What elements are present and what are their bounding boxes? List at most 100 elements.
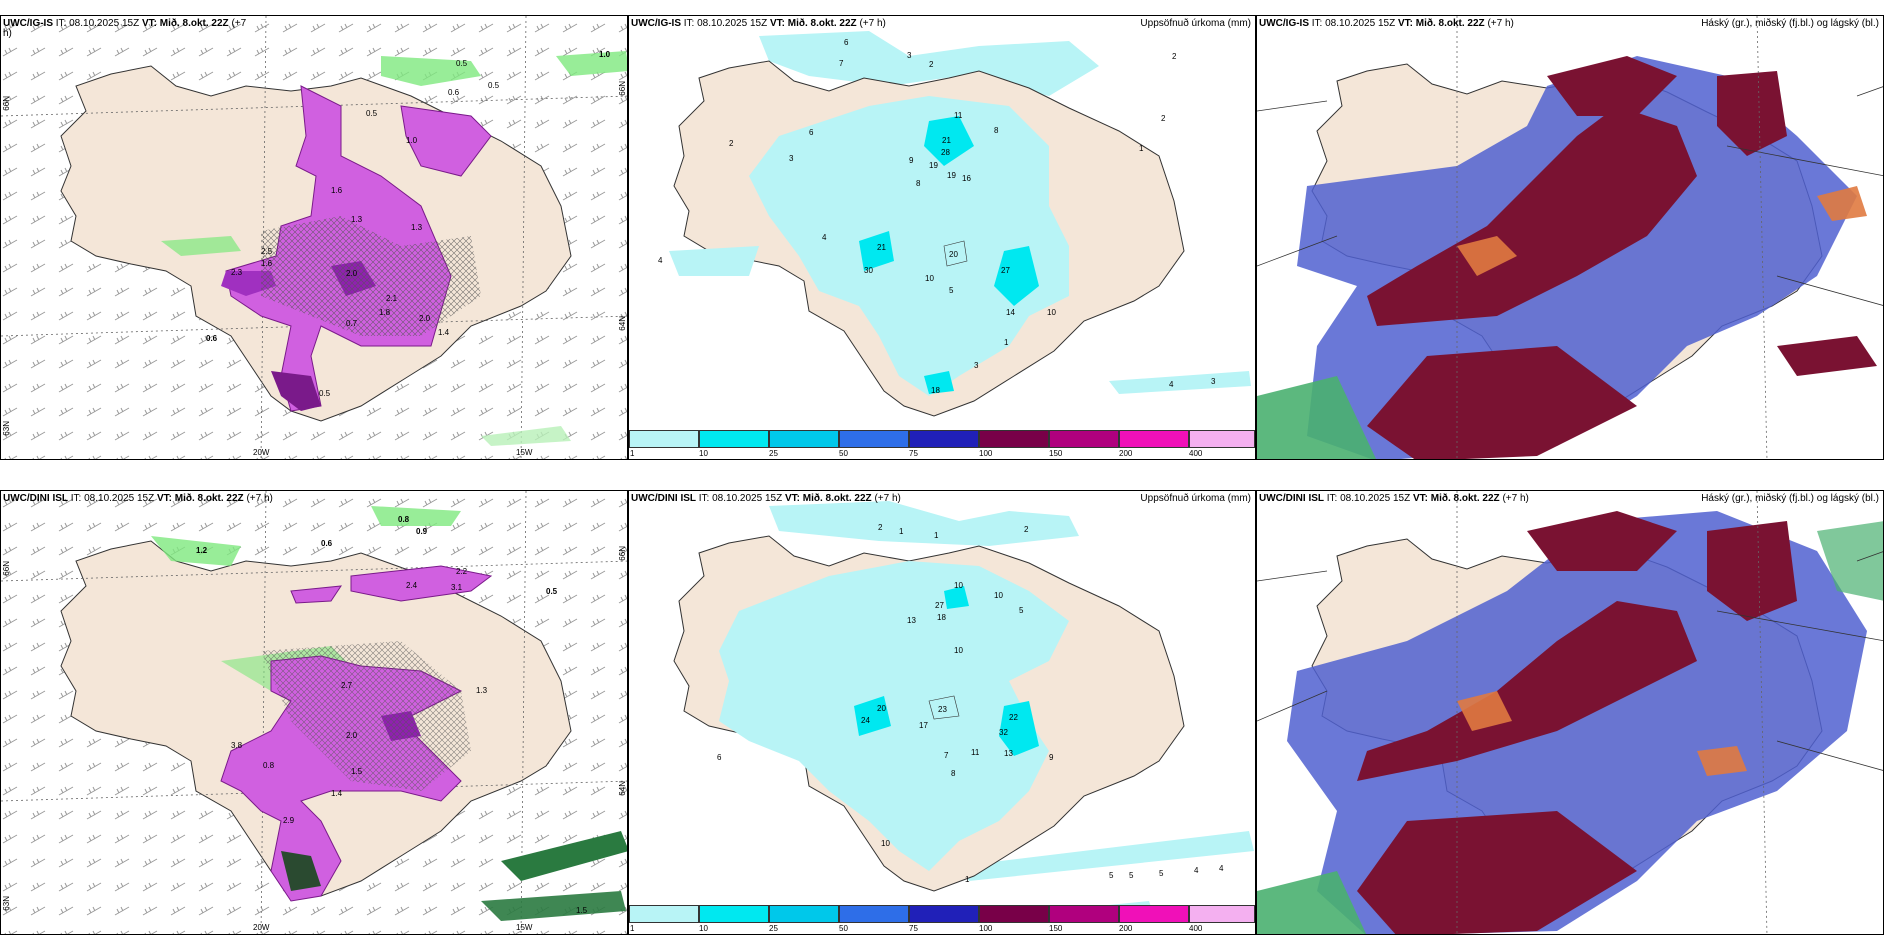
map-panel-ig-is-precip-type[interactable]: UWC/IG-IS IT: 08.10.2025 15Z VT: Mið. 8.… [0, 15, 628, 460]
value-label: 1 [934, 531, 939, 540]
map-panel-dini-cloud-cover[interactable]: UWC/DINI ISL IT: 08.10.2025 15Z VT: Mið.… [1256, 490, 1884, 935]
value-label: 5 [1109, 871, 1114, 880]
value-label: 10 [954, 581, 963, 590]
value-label: 6 [809, 128, 814, 137]
value-label: 1.6 [261, 259, 273, 268]
value-label: 2.3 [231, 268, 243, 277]
value-label: 2.2 [456, 567, 468, 576]
value-label: 28 [941, 148, 950, 157]
legend-swatch [629, 430, 699, 448]
map-graphic [629, 491, 1255, 934]
panel-variable-label: Háský (gr.), miðský (fj.bl.) og lágský (… [1701, 18, 1879, 29]
value-label: 2 [1024, 525, 1029, 534]
value-label: 2 [929, 60, 934, 69]
legend-tick: 10 [699, 924, 708, 933]
value-label: 0.5 [366, 109, 378, 118]
value-label: 30 [864, 266, 873, 275]
value-label: 18 [937, 613, 946, 622]
panel-title: UWC/IG-IS IT: 08.10.2025 15Z VT: Mið. 8.… [1259, 18, 1514, 29]
panel-title: UWC/IG-IS IT: 08.10.2025 15Z VT: Mið. 8.… [3, 18, 247, 29]
value-label: 16 [962, 174, 971, 183]
value-label: 1.8 [379, 308, 391, 317]
legend-swatch [839, 905, 909, 923]
legend-tick: 75 [909, 449, 918, 458]
lon-label-20w: 20W [253, 923, 270, 932]
value-label: 13 [907, 616, 916, 625]
value-label: 13 [1004, 749, 1013, 758]
value-label: 8 [994, 126, 999, 135]
lat-label-63n: 63N [2, 896, 11, 911]
map-panel-ig-is-accum-precip[interactable]: UWC/IG-IS IT: 08.10.2025 15Z VT: Mið. 8.… [628, 15, 1256, 460]
lat-label-64n: 64N [618, 781, 627, 796]
legend-swatch [979, 430, 1049, 448]
value-label: 0.8 [398, 515, 410, 524]
value-label: 2.7 [341, 681, 353, 690]
panel-title: UWC/DINI ISL IT: 08.10.2025 15Z VT: Mið.… [3, 493, 273, 504]
value-label: 0.6 [206, 334, 218, 343]
lon-label-15w: 15W [516, 448, 533, 457]
value-label: 22 [1009, 713, 1018, 722]
lat-label-66n-right: 66N [618, 546, 627, 561]
lon-label-20w: 20W [253, 448, 270, 457]
value-label: 3 [974, 361, 979, 370]
map-graphic [1257, 491, 1883, 934]
value-label: 9 [1049, 753, 1054, 762]
value-label: 19 [947, 171, 956, 180]
panel-variable-label: Uppsöfnuð úrkoma (mm) [1140, 18, 1251, 29]
value-label: 10 [954, 646, 963, 655]
lat-label-64n: 64N [618, 316, 627, 331]
legend-tick: 400 [1189, 924, 1203, 933]
value-label: 2.5 [261, 247, 273, 256]
legend-swatch [629, 905, 699, 923]
value-label: 21 [942, 136, 951, 145]
legend-swatch [699, 430, 769, 448]
legend-tick: 50 [839, 924, 848, 933]
legend-tick: 200 [1119, 924, 1133, 933]
map-panel-ig-is-cloud-cover[interactable]: UWC/IG-IS IT: 08.10.2025 15Z VT: Mið. 8.… [1256, 15, 1884, 460]
panel-title-lead-wrap: h) [3, 28, 12, 39]
value-label: 0.9 [416, 527, 428, 536]
value-label: 5 [949, 286, 954, 295]
lat-label-66n-right: 66N [618, 81, 627, 96]
legend-swatch [979, 905, 1049, 923]
value-label: 4 [1169, 380, 1174, 389]
panel-title: UWC/IG-IS IT: 08.10.2025 15Z VT: Mið. 8.… [631, 18, 886, 29]
legend-swatch [1189, 430, 1255, 448]
map-graphic [629, 16, 1255, 459]
value-label: 3 [789, 154, 794, 163]
map-graphic [1, 491, 627, 934]
value-label: 27 [1001, 266, 1010, 275]
value-label: 10 [925, 274, 934, 283]
value-label: 18 [931, 386, 940, 395]
value-label: 10 [881, 839, 890, 848]
value-label: 2.1 [386, 294, 398, 303]
value-label: 10 [994, 591, 1003, 600]
value-label: 4 [1194, 866, 1199, 875]
value-label: 2.0 [419, 314, 431, 323]
map-graphic [1257, 16, 1883, 459]
value-label: 4 [1219, 864, 1224, 873]
map-panel-dini-accum-precip[interactable]: UWC/DINI ISL IT: 08.10.2025 15Z VT: Mið.… [628, 490, 1256, 935]
lat-label-66n: 66N [2, 561, 11, 576]
legend-tick: 75 [909, 924, 918, 933]
legend-swatch [1049, 430, 1119, 448]
value-label: 0.5 [456, 59, 468, 68]
value-label: 1.3 [476, 686, 488, 695]
map-panel-dini-precip-type[interactable]: UWC/DINI ISL IT: 08.10.2025 15Z VT: Mið.… [0, 490, 628, 935]
value-label: 1 [1139, 144, 1144, 153]
value-label: 3 [907, 51, 912, 60]
value-label: 4 [658, 256, 663, 265]
legend-swatch [1049, 905, 1119, 923]
lat-label-63n: 63N [2, 421, 11, 436]
legend-tick: 200 [1119, 449, 1133, 458]
legend-tick: 10 [699, 449, 708, 458]
value-label: 0.5 [488, 81, 500, 90]
value-label: 1.2 [196, 546, 208, 555]
value-label: 1.3 [351, 215, 363, 224]
value-label: 2.0 [346, 731, 358, 740]
lon-label-15w: 15W [516, 923, 533, 932]
value-label: 2 [878, 523, 883, 532]
value-label: 2 [1161, 114, 1166, 123]
value-label: 6 [844, 38, 849, 47]
value-label: 9 [909, 156, 914, 165]
